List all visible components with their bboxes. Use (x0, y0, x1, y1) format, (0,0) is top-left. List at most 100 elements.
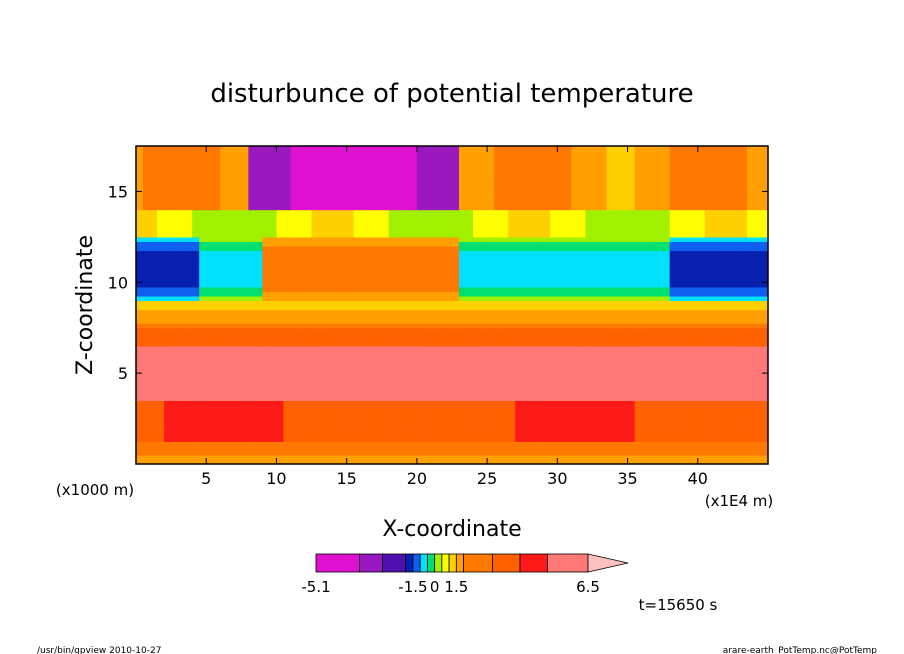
field-cell (353, 250, 362, 256)
field-cell (234, 391, 242, 397)
field-cell (444, 200, 453, 206)
field-cell (339, 314, 348, 320)
field-cell (150, 373, 158, 379)
field-cell (571, 273, 579, 279)
field-cell (585, 436, 594, 442)
field-cell (606, 286, 615, 292)
field-cell (248, 282, 256, 288)
field-cell (430, 236, 439, 242)
field-cell (494, 227, 502, 233)
field-cell (606, 323, 615, 329)
field-cell (339, 186, 348, 193)
field-cell (297, 386, 306, 392)
field-cell (557, 264, 565, 270)
field-cell (262, 268, 271, 274)
field-cell (318, 427, 327, 433)
field-cell (395, 368, 404, 374)
field-cell (557, 309, 565, 315)
field-cell (529, 391, 537, 397)
field-cell (381, 309, 390, 315)
field-cell (444, 341, 453, 347)
field-cell (529, 395, 537, 401)
field-cell (297, 291, 306, 297)
field-cell (564, 291, 572, 297)
field-cell (529, 205, 537, 211)
field-cell (276, 155, 285, 161)
field-cell (255, 164, 263, 170)
field-cell (171, 168, 179, 174)
field-cell (466, 445, 474, 451)
field-cell (248, 309, 256, 315)
field-cell (381, 336, 390, 342)
field-cell (515, 359, 523, 365)
field-cell (178, 327, 186, 333)
field-cell (578, 305, 587, 311)
field-cell (416, 354, 425, 361)
field-cell (452, 268, 460, 274)
field-cell (332, 268, 341, 274)
field-cell (367, 250, 376, 256)
field-cell (522, 264, 530, 270)
field-cell (395, 146, 404, 152)
field-cell (234, 454, 242, 461)
field-cell (437, 391, 446, 397)
field-cell (620, 259, 629, 265)
field-cell (143, 173, 151, 179)
field-cell (332, 214, 341, 220)
field-cell (437, 232, 446, 238)
field-cell (234, 432, 242, 438)
field-cell (571, 345, 579, 352)
field-cell (550, 191, 558, 197)
field-cell (269, 223, 278, 229)
field-cell (536, 200, 544, 206)
field-cell (332, 445, 341, 451)
field-cell (171, 423, 179, 429)
field-cell (522, 236, 530, 242)
field-cell (423, 205, 432, 211)
field-cell (564, 146, 572, 152)
field-cell (627, 391, 636, 397)
field-cell (402, 273, 411, 279)
field-cell (255, 186, 263, 193)
field-cell (136, 300, 144, 306)
field-cell (409, 168, 418, 174)
field-cell (164, 364, 172, 370)
field-cell (311, 305, 320, 311)
field-cell (444, 291, 453, 297)
field-cell (543, 295, 551, 302)
field-cell (297, 168, 306, 174)
field-cell (620, 441, 629, 447)
field-cell (529, 164, 537, 170)
field-cell (311, 236, 320, 242)
field-cell (353, 277, 362, 283)
field-cell (206, 368, 214, 374)
field-cell (325, 205, 334, 211)
field-cell (241, 264, 249, 270)
field-cell (395, 323, 404, 329)
field-cell (353, 318, 362, 324)
field-cell (466, 182, 474, 188)
field-cell (515, 286, 523, 292)
field-cell (171, 195, 179, 202)
field-cell (395, 195, 404, 202)
field-cell (571, 177, 579, 183)
field-cell (255, 168, 263, 174)
field-cell (199, 423, 207, 429)
field-cell (178, 214, 186, 220)
field-cell (409, 441, 418, 447)
field-cell (283, 354, 292, 361)
field-cell (515, 209, 523, 215)
field-cell (395, 354, 404, 361)
field-cell (416, 159, 425, 165)
field-cell (473, 168, 481, 174)
field-cell (444, 177, 453, 183)
field-cell (374, 423, 383, 429)
field-cell (171, 227, 179, 233)
field-cell (578, 409, 587, 415)
field-cell (157, 305, 165, 311)
field-cell (353, 159, 362, 165)
field-cell (599, 327, 608, 333)
field-cell (430, 209, 439, 215)
field-cell (613, 359, 622, 365)
field-cell (416, 277, 425, 283)
